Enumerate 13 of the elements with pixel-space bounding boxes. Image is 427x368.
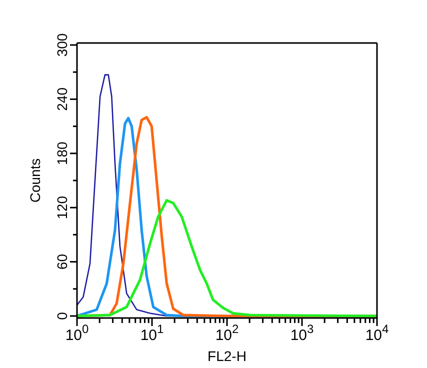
x-tick-label: 10$^{4}$ — [365, 322, 389, 344]
x-tick-label: 10$^{1}$ — [140, 322, 164, 344]
y-tick-label: 300 — [54, 33, 70, 57]
x-tick-label: 10$^{2}$ — [215, 322, 239, 344]
x-axis-title: FL2-H — [208, 348, 246, 364]
x-tick-label: 10$^{3}$ — [290, 322, 314, 344]
y-tick-label: 60 — [54, 254, 70, 270]
y-axis-title: Counts — [27, 158, 43, 203]
y-tick-label: 240 — [54, 87, 70, 111]
y-tick-label: 0 — [54, 312, 70, 320]
x-tick-label: 10$^{0}$ — [65, 322, 89, 344]
y-tick-label: 120 — [54, 196, 70, 220]
y-tick-label: 180 — [54, 142, 70, 166]
